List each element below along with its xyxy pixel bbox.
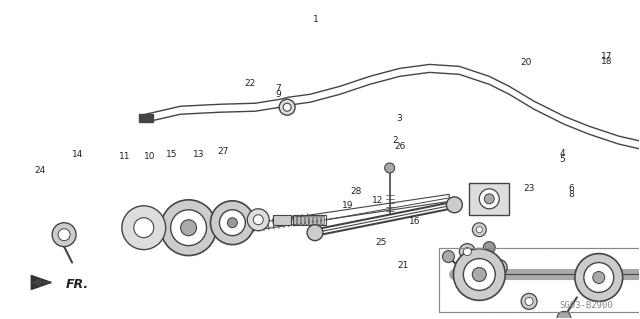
- Circle shape: [161, 200, 216, 256]
- Circle shape: [385, 163, 395, 173]
- Text: 17: 17: [601, 52, 612, 61]
- Bar: [305, 216, 308, 224]
- Text: 12: 12: [372, 196, 383, 205]
- Bar: [301, 216, 304, 224]
- Text: 22: 22: [244, 79, 255, 88]
- Text: 9: 9: [276, 90, 282, 99]
- Text: 4: 4: [559, 149, 565, 158]
- Text: FR.: FR.: [66, 278, 89, 291]
- Bar: [317, 216, 320, 224]
- Text: 13: 13: [193, 150, 205, 159]
- Circle shape: [134, 218, 154, 238]
- Bar: [309, 216, 312, 224]
- Text: 5: 5: [559, 155, 565, 164]
- Text: 21: 21: [397, 261, 408, 271]
- Polygon shape: [31, 276, 51, 289]
- Text: 25: 25: [376, 238, 387, 247]
- Circle shape: [171, 210, 207, 246]
- Text: 1: 1: [313, 15, 319, 24]
- Circle shape: [453, 249, 505, 300]
- Text: 23: 23: [524, 184, 534, 193]
- Bar: [293, 216, 296, 224]
- Circle shape: [575, 254, 623, 301]
- Circle shape: [442, 251, 454, 263]
- Bar: [313, 216, 316, 224]
- Circle shape: [227, 218, 237, 228]
- Circle shape: [211, 201, 254, 245]
- Circle shape: [472, 223, 486, 237]
- Circle shape: [307, 225, 323, 241]
- Text: 18: 18: [601, 57, 612, 66]
- Circle shape: [495, 263, 503, 271]
- Circle shape: [476, 227, 483, 233]
- Circle shape: [484, 194, 494, 204]
- Text: 16: 16: [408, 217, 420, 226]
- Circle shape: [247, 209, 269, 231]
- Text: SG03-B2900: SG03-B2900: [559, 301, 612, 310]
- Circle shape: [279, 99, 295, 115]
- Text: 27: 27: [218, 147, 229, 156]
- Circle shape: [180, 220, 196, 236]
- Circle shape: [253, 215, 263, 225]
- Circle shape: [220, 210, 245, 236]
- Text: 6: 6: [569, 184, 575, 193]
- Bar: [469, 183, 509, 215]
- Bar: [273, 215, 291, 225]
- Circle shape: [472, 268, 486, 281]
- Bar: [297, 216, 300, 224]
- Text: 24: 24: [35, 166, 46, 175]
- Circle shape: [521, 293, 537, 309]
- Circle shape: [283, 103, 291, 111]
- Circle shape: [593, 271, 605, 284]
- Circle shape: [447, 197, 462, 213]
- Bar: [440, 248, 640, 312]
- Circle shape: [460, 244, 476, 260]
- Text: 11: 11: [118, 152, 130, 161]
- Text: 8: 8: [569, 190, 575, 199]
- Bar: [321, 216, 324, 224]
- Text: 15: 15: [166, 150, 177, 159]
- Text: 14: 14: [72, 150, 84, 159]
- Bar: [440, 248, 640, 312]
- Circle shape: [52, 223, 76, 247]
- Circle shape: [122, 206, 166, 249]
- Text: 2: 2: [392, 136, 398, 145]
- Polygon shape: [139, 114, 153, 122]
- Circle shape: [584, 263, 614, 293]
- Bar: [293, 215, 326, 225]
- Text: 7: 7: [276, 84, 282, 93]
- Text: 20: 20: [521, 58, 532, 67]
- Text: 3: 3: [397, 114, 403, 123]
- Circle shape: [479, 189, 499, 209]
- Circle shape: [58, 229, 70, 241]
- Circle shape: [463, 248, 471, 256]
- Text: 28: 28: [350, 187, 362, 196]
- Text: 26: 26: [395, 142, 406, 151]
- Circle shape: [492, 260, 507, 276]
- Text: 19: 19: [342, 201, 353, 210]
- Circle shape: [557, 311, 571, 319]
- Circle shape: [483, 241, 495, 254]
- Circle shape: [463, 259, 495, 290]
- Circle shape: [525, 297, 533, 305]
- Text: 10: 10: [143, 152, 155, 161]
